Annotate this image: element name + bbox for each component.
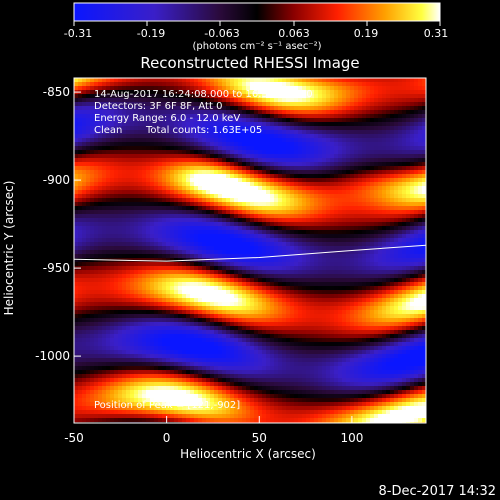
- info-method: Clean: [94, 125, 122, 136]
- limb-curve: [74, 244, 426, 262]
- colorbar-tick-label: 0.31: [424, 27, 449, 40]
- colorbar-tick-label: -0.063: [204, 27, 239, 40]
- colorbar-tick-label: 0.063: [278, 27, 310, 40]
- y-tick-label: -1000: [35, 349, 70, 363]
- y-axis-label: Heliocentric Y (arcsec): [2, 181, 16, 316]
- plot-title: Reconstructed RHESSI Image: [140, 54, 359, 72]
- info-detectors: Detectors: 3F 6F 8F, Att 0: [94, 101, 222, 112]
- image-area: [74, 78, 426, 423]
- heatmap: [74, 78, 426, 423]
- y-tick-label: -850: [43, 85, 70, 99]
- y-tick-label: -950: [43, 261, 70, 275]
- x-tick-label: -50: [64, 431, 84, 445]
- x-axis-ticks: -50 0 50 100: [64, 416, 363, 445]
- info-time-range: 14-Aug-2017 16:24:08.000 to 16:34:08.000: [94, 89, 313, 100]
- info-energy-range: Energy Range: 6.0 - 12.0 keV: [94, 113, 240, 124]
- peak-position: Position of Peak = [121,-902]: [94, 400, 240, 411]
- y-axis-ticks: -850 -900 -950 -1000: [35, 85, 81, 363]
- colorbar-units: (photons cm⁻² s⁻¹ asec⁻²): [192, 41, 321, 52]
- colorbar-tick-label: 0.19: [354, 27, 379, 40]
- y-tick-label: -900: [43, 173, 70, 187]
- colorbar: [73, 2, 441, 22]
- colorbar-ticks: [73, 21, 441, 26]
- x-tick-label: 100: [340, 431, 363, 445]
- x-tick-label: 50: [252, 431, 267, 445]
- plot-frame: [73, 77, 427, 424]
- colorbar-tick-label: -0.31: [64, 27, 92, 40]
- x-axis-label: Heliocentric X (arcsec): [180, 447, 316, 461]
- x-tick-label: 0: [163, 431, 171, 445]
- colorbar-tick-label: -0.19: [137, 27, 165, 40]
- timestamp: 8-Dec-2017 14:32: [379, 484, 497, 499]
- info-total-counts: Total counts: 1.63E+05: [145, 125, 262, 136]
